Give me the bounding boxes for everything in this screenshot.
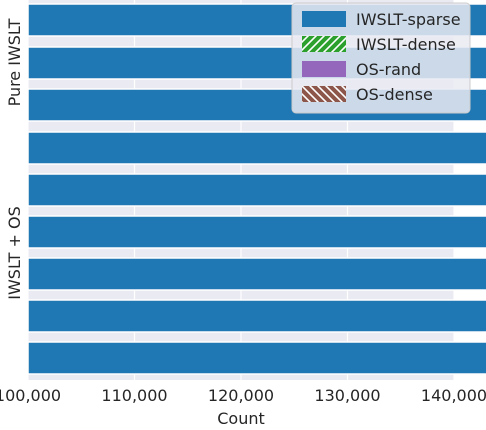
legend-swatch-2 xyxy=(302,61,346,77)
bar-row7-iwslt-sparse xyxy=(27,299,486,333)
bar-row6-iwslt-sparse xyxy=(27,257,486,291)
x-tick-label-2: 120,000 xyxy=(208,386,274,405)
legend-box xyxy=(291,2,471,114)
x-tick-labels: 100,000 110,000 120,000 130,000 140,000 xyxy=(0,386,486,405)
bar-row8-iwslt-sparse xyxy=(27,341,486,375)
legend: IWSLT-sparse IWSLT-dense OS-rand OS-dense xyxy=(291,2,471,114)
group-labels: Pure IWSLT IWSLT + OS xyxy=(5,18,24,299)
legend-swatch-3 xyxy=(302,86,346,102)
group-label-1: IWSLT + OS xyxy=(5,206,24,300)
bar-row4-iwslt-sparse xyxy=(27,173,486,207)
legend-swatch-1 xyxy=(302,36,346,52)
x-tick-label-0: 100,000 xyxy=(0,386,61,405)
x-tick-label-3: 130,000 xyxy=(314,386,380,405)
bar-row5-iwslt-sparse xyxy=(27,215,486,249)
x-tick-label-4: 140,000 xyxy=(421,386,486,405)
legend-label-3: OS-dense xyxy=(356,85,433,104)
x-tick-label-1: 110,000 xyxy=(101,386,167,405)
legend-label-1: IWSLT-dense xyxy=(356,35,456,54)
legend-label-0: IWSLT-sparse xyxy=(356,10,461,29)
x-axis-label: Count xyxy=(217,409,265,428)
legend-swatch-0 xyxy=(302,11,346,27)
bar-row3-iwslt-sparse xyxy=(27,131,486,165)
group-label-0: Pure IWSLT xyxy=(5,18,24,106)
legend-label-2: OS-rand xyxy=(356,60,421,79)
